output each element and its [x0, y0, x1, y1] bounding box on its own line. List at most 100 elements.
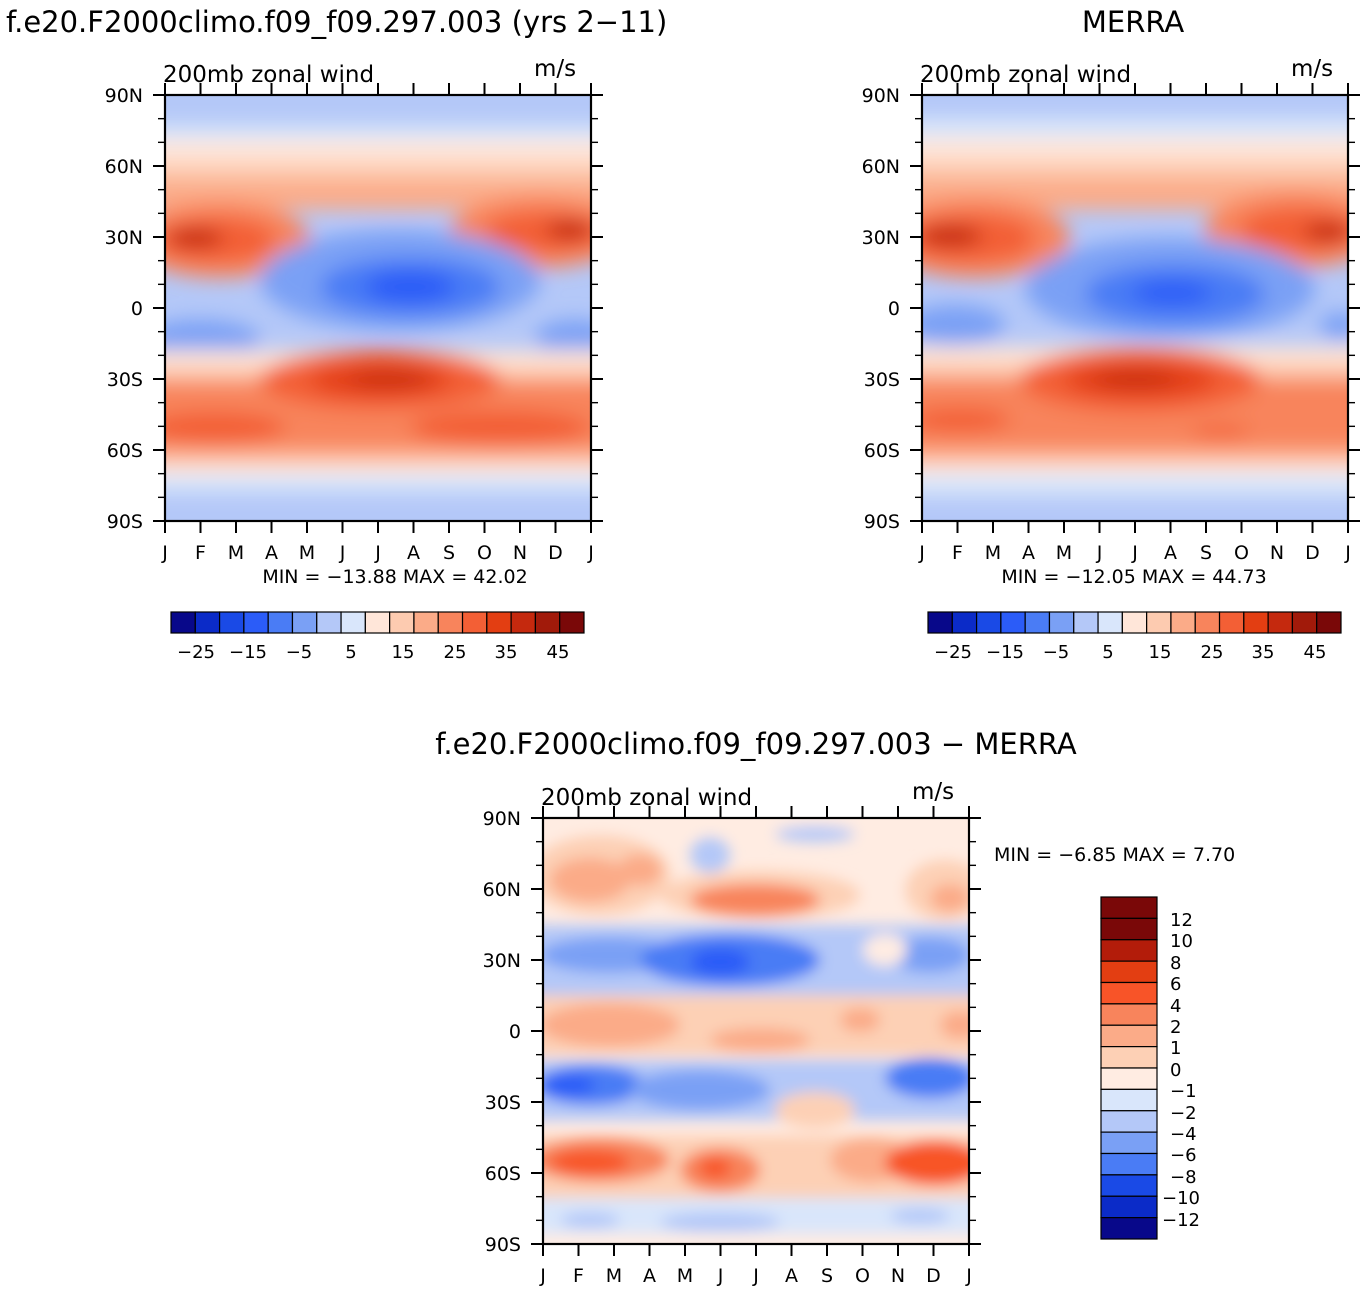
- x-tick-label: M: [299, 542, 315, 564]
- colorbar-tick-label: 6: [1170, 974, 1181, 995]
- colorbar-swatch: [1000, 611, 1026, 634]
- colorbar-swatch: [1097, 611, 1123, 634]
- panel-difference-colorbar: [1100, 896, 1158, 1240]
- x-tick-label: M: [1056, 542, 1072, 564]
- colorbar-swatch: [1243, 611, 1269, 634]
- x-tick-label: J: [161, 542, 168, 564]
- x-tick-label: J: [339, 542, 346, 564]
- x-tick-label: O: [855, 1265, 870, 1287]
- colorbar-swatch: [316, 611, 342, 634]
- colorbar-swatch: [1100, 1152, 1158, 1176]
- x-tick-label: J: [918, 542, 925, 564]
- y-tick-label: 30N: [862, 227, 900, 249]
- panel-merra: MERRA 200mb zonal wind m/s: [862, 5, 1360, 663]
- panel-merra-colorbar: [927, 611, 1342, 634]
- colorbar-swatch: [413, 611, 439, 634]
- colorbar-swatch: [218, 611, 245, 634]
- panel-difference-colorbar-labels: 12 10 8 6 4 2 1 0 −1 −2 −4 −6 −8 −10 −12: [1162, 910, 1200, 1231]
- x-tick-label: J: [1344, 542, 1351, 564]
- y-tick-label: 30N: [483, 950, 521, 972]
- y-tick-label: 90S: [107, 511, 143, 533]
- colorbar-tick-label: 25: [444, 642, 467, 663]
- colorbar-swatch: [559, 611, 585, 634]
- colorbar-tick-label: 45: [547, 642, 570, 663]
- colorbar-swatch: [1100, 1110, 1158, 1133]
- colorbar-tick-label: 2: [1170, 1017, 1181, 1038]
- x-tick-label: F: [952, 542, 963, 564]
- colorbar-tick-label: −15: [229, 642, 267, 663]
- colorbar-swatch: [1146, 611, 1172, 634]
- x-tick-label: A: [643, 1265, 656, 1287]
- x-tick-label: J: [752, 1265, 759, 1287]
- panel-difference-title: f.e20.F2000climo.f09_f09.297.003 − MERRA: [435, 727, 1077, 761]
- panel-model-units: m/s: [534, 56, 576, 82]
- colorbar-swatch: [1024, 611, 1051, 634]
- panel-model-stats: MIN = −13.88 MAX = 42.02: [262, 566, 527, 588]
- colorbar-tick-label: 15: [392, 642, 415, 663]
- x-tick-label: A: [1164, 542, 1177, 564]
- x-tick-label: S: [443, 542, 455, 564]
- colorbar-swatch: [1100, 1024, 1158, 1048]
- panel-model-colorbar: [170, 611, 585, 634]
- colorbar-tick-label: 4: [1170, 996, 1181, 1017]
- panel-model-subtitle: 200mb zonal wind: [163, 62, 374, 88]
- colorbar-swatch: [194, 611, 221, 634]
- x-tick-label: M: [228, 542, 244, 564]
- panel-difference-field: [543, 818, 969, 1244]
- y-tick-label: 0: [888, 298, 900, 320]
- colorbar-tick-label: −2: [1170, 1103, 1197, 1124]
- x-tick-label: A: [1022, 542, 1035, 564]
- colorbar-tick-label: −12: [1162, 1210, 1200, 1231]
- colorbar-swatch: [364, 611, 391, 634]
- x-tick-label: D: [1305, 542, 1320, 564]
- colorbar-tick-label: 12: [1170, 910, 1193, 931]
- colorbar-tick-label: 15: [1149, 642, 1172, 663]
- x-tick-label: O: [477, 542, 492, 564]
- colorbar-tick-label: 10: [1170, 931, 1193, 952]
- colorbar-tick-label: −8: [1170, 1167, 1197, 1188]
- x-tick-label: N: [513, 542, 527, 564]
- x-tick-label: S: [821, 1265, 833, 1287]
- y-tick-label: 90S: [864, 511, 900, 533]
- y-tick-label: 90N: [105, 85, 143, 107]
- y-tick-label: 90N: [483, 808, 521, 830]
- colorbar-swatch: [1100, 1046, 1158, 1069]
- y-tick-label: 60S: [864, 440, 900, 462]
- x-tick-label: J: [1131, 542, 1138, 564]
- panel-model-field: [165, 95, 591, 521]
- colorbar-swatch: [267, 611, 294, 634]
- x-tick-label: F: [195, 542, 206, 564]
- x-tick-label: F: [573, 1265, 584, 1287]
- y-tick-label: 30S: [485, 1092, 521, 1114]
- colorbar-tick-label: 45: [1304, 642, 1327, 663]
- colorbar-swatch: [486, 611, 512, 634]
- colorbar-swatch: [389, 611, 415, 634]
- y-tick-label: 90N: [862, 85, 900, 107]
- colorbar-swatch: [1100, 1088, 1158, 1112]
- colorbar-tick-label: −6: [1170, 1145, 1197, 1166]
- colorbar-tick-label: −15: [986, 642, 1024, 663]
- x-tick-label: A: [785, 1265, 798, 1287]
- colorbar-tick-label: 35: [495, 642, 518, 663]
- colorbar-swatch: [170, 611, 196, 634]
- colorbar-swatch: [1100, 1067, 1158, 1090]
- y-tick-label: 0: [509, 1021, 521, 1043]
- x-tick-label: D: [926, 1265, 941, 1287]
- colorbar-swatch: [340, 611, 366, 634]
- colorbar-swatch: [1194, 611, 1221, 634]
- x-tick-label: M: [606, 1265, 622, 1287]
- y-tick-label: 30S: [107, 369, 143, 391]
- panel-difference-stats: MIN = −6.85 MAX = 7.70: [994, 844, 1235, 866]
- x-tick-label: J: [965, 1265, 972, 1287]
- x-tick-label: S: [1200, 542, 1212, 564]
- colorbar-swatch: [1316, 611, 1342, 634]
- colorbar-swatch: [1100, 1174, 1158, 1197]
- y-tick-label: 60S: [485, 1163, 521, 1185]
- x-tick-label: J: [587, 542, 594, 564]
- colorbar-tick-label: −25: [177, 642, 215, 663]
- colorbar-tick-label: −5: [1043, 642, 1070, 663]
- colorbar-swatch: [1100, 960, 1158, 984]
